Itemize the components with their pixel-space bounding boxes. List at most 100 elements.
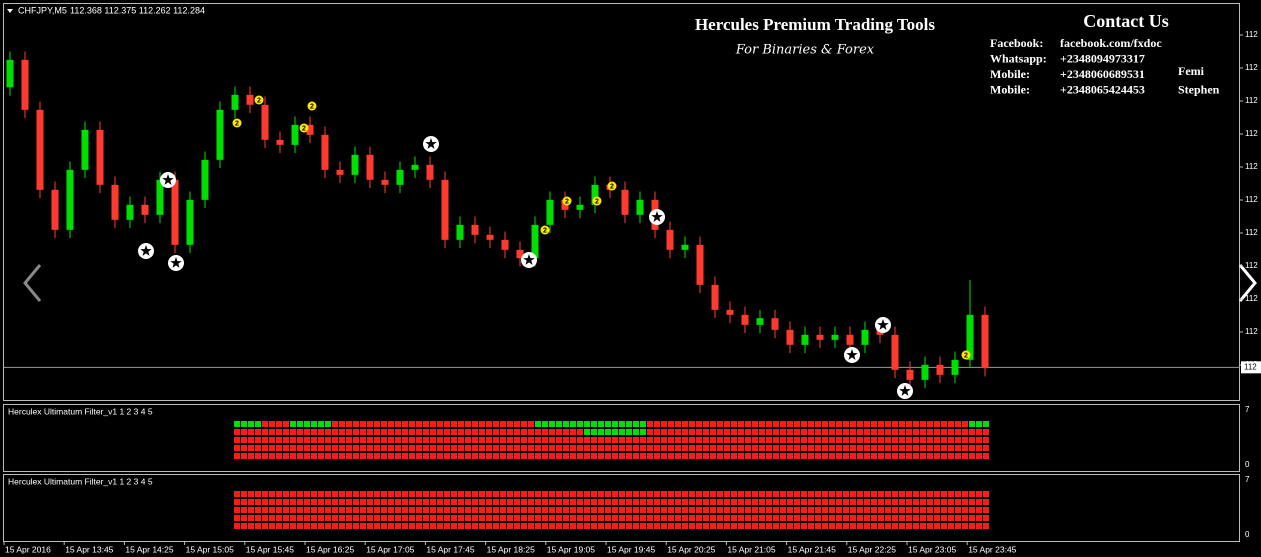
filter-cell xyxy=(262,515,268,521)
filter-cell xyxy=(311,515,317,521)
filter-cell xyxy=(374,507,380,513)
filter-cell xyxy=(374,491,380,497)
candle-body xyxy=(741,314,749,325)
filter-cell xyxy=(717,429,723,435)
filter-cell xyxy=(248,491,254,497)
nav-prev[interactable] xyxy=(23,264,42,302)
filter-cell xyxy=(304,499,310,505)
menu-arrow[interactable] xyxy=(7,9,13,13)
filter-cell xyxy=(640,491,646,497)
filter-cell xyxy=(766,421,772,427)
filter-cell xyxy=(332,507,338,513)
level-signal-label: 2 xyxy=(302,125,306,132)
filter-cell xyxy=(500,445,506,451)
filter-cell xyxy=(619,523,625,529)
filter-cell xyxy=(829,421,835,427)
filter-cell xyxy=(577,437,583,443)
filter-cell xyxy=(290,515,296,521)
filter-cell xyxy=(843,429,849,435)
filter-cell xyxy=(423,499,429,505)
filter-cell xyxy=(969,515,975,521)
filter-cell xyxy=(276,429,282,435)
filter-cell xyxy=(731,421,737,427)
filter-cell xyxy=(486,507,492,513)
filter-cell xyxy=(885,523,891,529)
filter-cell xyxy=(885,429,891,435)
filter-cell xyxy=(311,429,317,435)
filter-cell xyxy=(745,421,751,427)
filter-cell xyxy=(416,421,422,427)
filter-cell xyxy=(430,523,436,529)
filter-cell xyxy=(808,453,814,459)
nav-next[interactable] xyxy=(1238,264,1257,302)
filter-cell xyxy=(276,421,282,427)
filter-cell xyxy=(535,445,541,451)
filter-cell xyxy=(962,429,968,435)
filter-cell xyxy=(521,421,527,427)
filter-cell xyxy=(346,453,352,459)
filter-cell xyxy=(773,499,779,505)
y-tick-label: 112 xyxy=(1245,228,1258,237)
filter-cell xyxy=(738,429,744,435)
y-tick-label: 112 xyxy=(1245,129,1258,138)
filter-cell xyxy=(647,453,653,459)
filter-cell xyxy=(661,523,667,529)
filter-cell xyxy=(703,445,709,451)
filter-cell xyxy=(836,421,842,427)
filter-cell xyxy=(269,421,275,427)
filter-cell xyxy=(507,429,513,435)
level-signal-label: 2 xyxy=(235,120,239,127)
filter-cell xyxy=(416,445,422,451)
filter-cell xyxy=(605,499,611,505)
filter-cell xyxy=(857,523,863,529)
filter-cell xyxy=(381,445,387,451)
filter-cell xyxy=(465,507,471,513)
filter-cell xyxy=(507,523,513,529)
filter-cell xyxy=(500,499,506,505)
filter-cell xyxy=(549,453,555,459)
filter-cell xyxy=(451,437,457,443)
filter-cell xyxy=(437,445,443,451)
filter-cell xyxy=(437,515,443,521)
filter-cell xyxy=(794,515,800,521)
filter-cell xyxy=(850,429,856,435)
candle-body xyxy=(381,179,389,185)
filter-cell xyxy=(955,507,961,513)
filter-cell xyxy=(962,453,968,459)
filter-cell xyxy=(857,421,863,427)
filter-cell xyxy=(794,453,800,459)
filter-cell xyxy=(738,507,744,513)
filter-cell xyxy=(892,429,898,435)
filter-cell xyxy=(773,445,779,451)
filter-cell xyxy=(864,421,870,427)
filter-cell xyxy=(612,437,618,443)
filter-cell xyxy=(920,445,926,451)
filter-cell xyxy=(815,421,821,427)
filter-cell xyxy=(745,445,751,451)
filter-cell xyxy=(633,515,639,521)
filter-cell xyxy=(437,437,443,443)
filter-cell xyxy=(794,429,800,435)
filter-cell xyxy=(941,499,947,505)
filter-cell xyxy=(241,445,247,451)
filter-cell xyxy=(927,515,933,521)
filter-cell xyxy=(640,453,646,459)
candle-body xyxy=(36,109,44,190)
filter-cell xyxy=(283,491,289,497)
filter-cell xyxy=(381,429,387,435)
filter-cell xyxy=(626,491,632,497)
filter-cell xyxy=(542,437,548,443)
filter-cell xyxy=(381,437,387,443)
level-signal-label: 2 xyxy=(610,183,614,190)
filter-cell xyxy=(444,421,450,427)
filter-cell xyxy=(353,429,359,435)
filter-cell xyxy=(633,523,639,529)
filter-cell xyxy=(605,507,611,513)
filter-cell xyxy=(626,429,632,435)
filter-cell xyxy=(269,445,275,451)
filter-cell xyxy=(479,523,485,529)
candle-body xyxy=(681,244,689,250)
filter-cell xyxy=(360,445,366,451)
filter-cell xyxy=(794,437,800,443)
filter-cell xyxy=(682,491,688,497)
